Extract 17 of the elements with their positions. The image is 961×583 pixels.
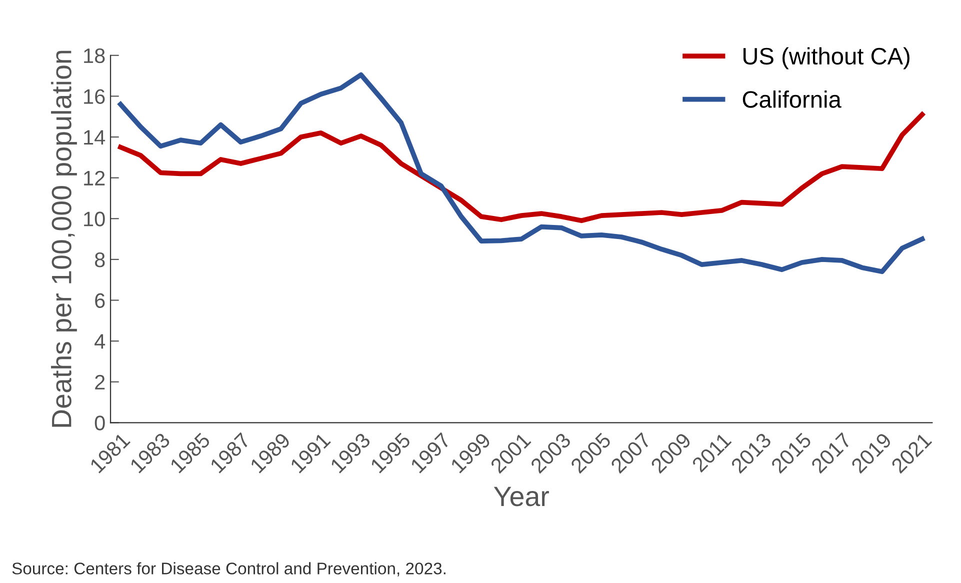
y-tick-label: 10: [84, 212, 105, 226]
y-tick-label: 0: [94, 416, 105, 430]
y-axis-title: Deaths per 100,000 population: [51, 50, 77, 427]
y-tick-label: 8: [94, 252, 105, 268]
legend-label: California: [742, 90, 842, 108]
y-tick-label: 2: [95, 374, 105, 390]
y-tick-label: 4: [94, 334, 106, 349]
line-series: [118, 72, 925, 274]
y-tick-label: 18: [84, 48, 105, 64]
y-tick-label: 16: [84, 89, 105, 104]
line-series: [118, 112, 925, 224]
y-tick-label: 12: [84, 170, 105, 186]
legend-label: US (without CA): [743, 47, 910, 70]
x-axis-title: Year: [494, 486, 549, 506]
y-tick-label: 14: [84, 130, 106, 145]
source-note: Source: Centers for Disease Control and Prevention, 2023.: [12, 562, 446, 576]
y-tick-label: 6: [95, 293, 105, 308]
